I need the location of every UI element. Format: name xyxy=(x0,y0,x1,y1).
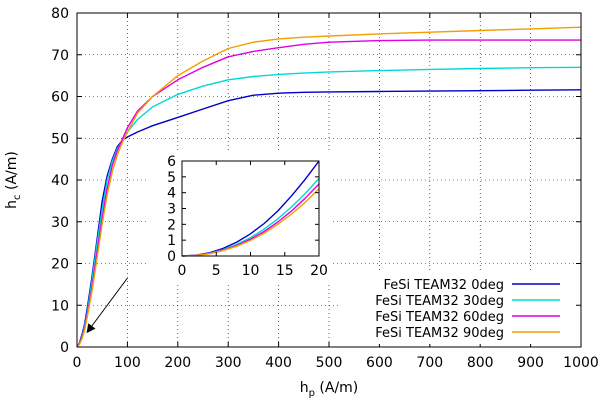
inset-y-tick-label: 0 xyxy=(167,249,176,265)
y-axis-label: hc (A/m) xyxy=(4,151,23,209)
x-tick-label: 0 xyxy=(73,355,82,371)
inset-y-tick-label: 2 xyxy=(167,217,176,233)
x-tick-label: 900 xyxy=(517,355,544,371)
x-tick-label: 700 xyxy=(416,355,443,371)
inset-x-tick-label: 20 xyxy=(310,263,328,279)
annotation-arrow xyxy=(86,277,128,334)
annotation-arrow-group xyxy=(86,277,128,334)
x-tick-label: 500 xyxy=(316,355,343,371)
x-tick-label: 800 xyxy=(467,355,494,371)
inset-y-tick-label: 1 xyxy=(167,233,176,249)
main-ticks: 0 100 200 300 400 500 600 700 800 900 100001020304… xyxy=(51,6,599,371)
inset-y-tick-label: 3 xyxy=(167,202,176,218)
y-tick-label: 0 xyxy=(60,340,69,356)
x-tick-label: 300 xyxy=(215,355,242,371)
inset-y-tick-label: 4 xyxy=(167,186,176,202)
legend-label-0: FeSi TEAM32 0deg xyxy=(384,278,504,293)
y-tick-label: 60 xyxy=(51,90,69,106)
inset-x-tick-label: 5 xyxy=(212,263,221,279)
x-axis-label: hp (A/m) xyxy=(300,380,359,399)
inset-background xyxy=(148,153,333,284)
x-tick-label: 400 xyxy=(265,355,292,371)
x-tick-label: 200 xyxy=(164,355,191,371)
x-tick-label: 100 xyxy=(114,355,141,371)
inset-y-tick-label: 6 xyxy=(167,154,176,170)
legend-label-1: FeSi TEAM32 30deg xyxy=(375,294,504,309)
x-tick-label: 600 xyxy=(366,355,393,371)
main-series-group xyxy=(76,26,582,348)
axis-labels: hp (A/m) hc (A/m) xyxy=(4,151,358,399)
legend-label-3: FeSi TEAM32 90deg xyxy=(375,326,504,341)
inset-x-tick-label: 10 xyxy=(242,263,260,279)
y-tick-label: 30 xyxy=(51,215,69,231)
legend-label-2: FeSi TEAM32 60deg xyxy=(375,310,504,325)
y-tick-label: 70 xyxy=(51,48,69,64)
x-tick-label: 1000 xyxy=(563,355,599,371)
series-line-3 xyxy=(76,26,582,348)
y-tick-label: 40 xyxy=(51,173,69,189)
y-tick-label: 50 xyxy=(51,131,69,147)
y-tick-label: 10 xyxy=(51,298,69,314)
y-tick-label: 20 xyxy=(51,257,69,273)
inset-x-tick-label: 0 xyxy=(178,263,187,279)
inset-x-tick-label: 15 xyxy=(276,263,294,279)
inset-y-tick-label: 5 xyxy=(167,170,176,186)
inset-series-line-3 xyxy=(181,188,320,257)
y-tick-label: 80 xyxy=(51,6,69,22)
